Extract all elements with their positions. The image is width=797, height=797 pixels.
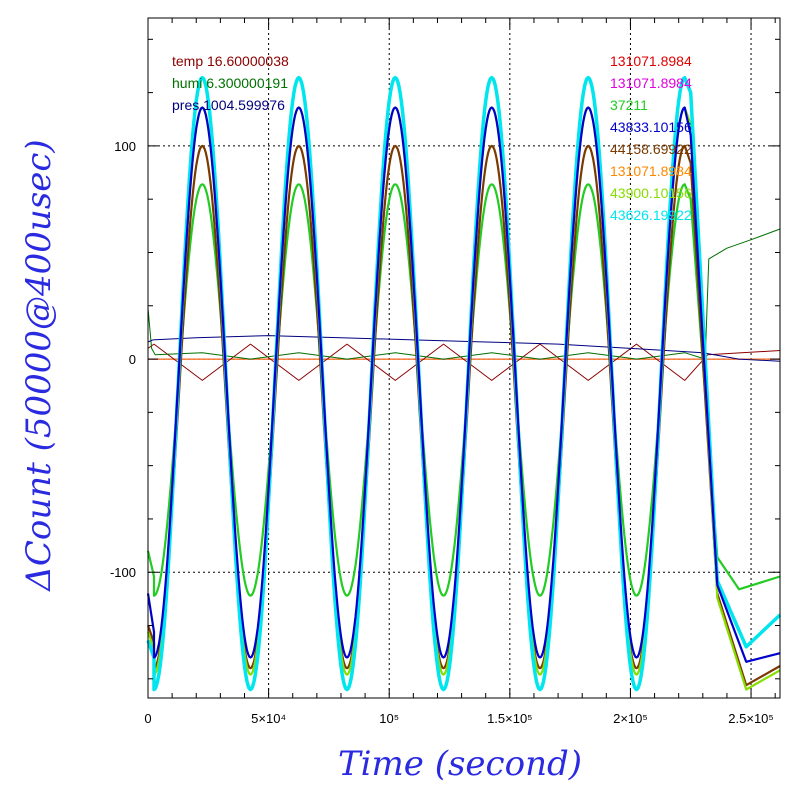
- legend-left-entry: temp 16.60000038: [172, 53, 289, 69]
- series-line: [147, 228, 781, 360]
- x-tick-label: 1.5×10⁵: [487, 711, 533, 726]
- tick-marks: [148, 18, 780, 698]
- legend-right-entry: 37211: [610, 97, 648, 113]
- y-tick-label: 100: [114, 139, 136, 154]
- legend-left-entry: pres 1004.599976: [172, 97, 285, 113]
- y-tick-label: 0: [129, 352, 136, 367]
- legend: temp 16.60000038 humi 6.300000191 pres 100…: [172, 53, 692, 223]
- series-line: [147, 335, 781, 362]
- series-line: [146, 144, 781, 687]
- x-tick-label: 10⁵: [379, 711, 399, 726]
- series-line: [146, 106, 781, 663]
- legend-right-entry: 43900.10156: [610, 185, 692, 201]
- legend-right-entry: 131071.8984: [610, 75, 692, 91]
- series-line: [146, 183, 781, 597]
- y-tick-label: -100: [110, 565, 136, 580]
- x-tick-label: 0: [144, 711, 151, 726]
- x-tick-label: 2×10⁵: [613, 711, 648, 726]
- x-tick-label: 5×10⁴: [251, 711, 286, 726]
- legend-right-entry: 43833.10156: [610, 119, 692, 135]
- x-tick-label: 2.5×10⁵: [728, 711, 774, 726]
- series-group: [146, 75, 782, 692]
- legend-right-entry: 131071.8984: [610, 163, 692, 179]
- series-line: [147, 343, 781, 381]
- legend-right-entry: 44158.69922: [610, 141, 692, 157]
- x-axis-title: Time (second): [338, 744, 582, 784]
- y-axis-title: ΔCount (50000@400usec): [19, 139, 59, 592]
- legend-left-entry: humi 6.300000191: [172, 75, 288, 91]
- legend-right-entry: 131071.8984: [610, 53, 692, 69]
- tick-labels: 0 5×10⁴ 10⁵ 1.5×10⁵ 2×10⁵ 2.5×10⁵ 100 0 -100: [110, 139, 774, 726]
- plot-frame: [147, 17, 781, 699]
- legend-right-entry: 43626.19922: [610, 207, 692, 223]
